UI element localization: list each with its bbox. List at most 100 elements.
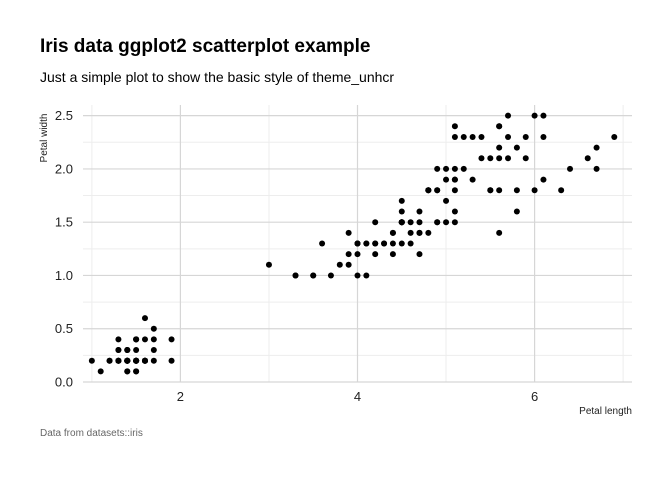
data-point xyxy=(443,219,450,226)
data-point xyxy=(389,240,396,247)
data-point xyxy=(434,165,441,172)
data-point xyxy=(425,187,432,194)
data-point xyxy=(106,357,113,364)
chart-title: Iris data ggplot2 scatterplot example xyxy=(40,36,371,57)
data-point xyxy=(310,272,317,279)
data-point xyxy=(133,368,140,375)
data-point xyxy=(416,208,423,215)
data-point xyxy=(372,219,379,226)
data-point xyxy=(540,112,547,119)
data-point xyxy=(584,155,591,162)
y-tick-label: 0.0 xyxy=(55,375,73,390)
data-point xyxy=(460,133,467,140)
data-point xyxy=(372,240,379,247)
data-point xyxy=(115,347,122,354)
data-point xyxy=(451,176,458,183)
data-point xyxy=(168,357,175,364)
data-point xyxy=(496,155,503,162)
data-point xyxy=(531,187,538,194)
data-point xyxy=(345,251,352,258)
data-point xyxy=(522,155,529,162)
data-point xyxy=(540,133,547,140)
data-point xyxy=(133,357,140,364)
data-point xyxy=(496,123,503,130)
data-point xyxy=(505,112,512,119)
data-point xyxy=(496,144,503,151)
data-point xyxy=(133,336,140,343)
data-point xyxy=(141,315,148,322)
data-point xyxy=(593,144,600,151)
data-point xyxy=(478,133,485,140)
data-point xyxy=(389,229,396,236)
data-point xyxy=(327,272,334,279)
data-point xyxy=(513,144,520,151)
data-point xyxy=(381,240,388,247)
y-tick-label: 1.5 xyxy=(55,215,73,230)
data-point xyxy=(451,133,458,140)
x-tick-label: 4 xyxy=(354,389,361,404)
data-point xyxy=(416,229,423,236)
data-point xyxy=(513,187,520,194)
data-point xyxy=(593,165,600,172)
data-point xyxy=(265,261,272,268)
y-tick-label: 0.5 xyxy=(55,321,73,336)
data-point xyxy=(460,165,467,172)
data-point xyxy=(150,325,157,332)
data-point xyxy=(487,155,494,162)
data-point xyxy=(416,219,423,226)
x-tick-label: 6 xyxy=(531,389,538,404)
data-point xyxy=(354,240,361,247)
data-point xyxy=(478,155,485,162)
data-point xyxy=(115,357,122,364)
data-point xyxy=(345,261,352,268)
data-point xyxy=(389,251,396,258)
data-point xyxy=(611,133,618,140)
y-axis-title: Petal width xyxy=(39,114,50,163)
data-point xyxy=(451,165,458,172)
data-point xyxy=(443,197,450,204)
data-point xyxy=(496,229,503,236)
data-point xyxy=(150,357,157,364)
data-point xyxy=(407,229,414,236)
data-point xyxy=(372,251,379,258)
data-point xyxy=(540,176,547,183)
data-point xyxy=(398,197,405,204)
data-point xyxy=(522,133,529,140)
data-point xyxy=(425,229,432,236)
data-point xyxy=(398,219,405,226)
data-point xyxy=(558,187,565,194)
data-point xyxy=(443,165,450,172)
data-point xyxy=(88,357,95,364)
data-point xyxy=(292,272,299,279)
data-point xyxy=(443,176,450,183)
chart-subtitle: Just a simple plot to show the basic sty… xyxy=(40,69,395,85)
data-point xyxy=(451,219,458,226)
data-point xyxy=(407,219,414,226)
data-point xyxy=(451,187,458,194)
data-point xyxy=(451,208,458,215)
chart-caption: Data from datasets::iris xyxy=(40,428,143,439)
y-tick-label: 2.0 xyxy=(55,161,73,176)
data-point xyxy=(141,336,148,343)
data-point xyxy=(354,251,361,258)
y-axis-ticks: 0.0 0.5 1.0 1.5 2.0 2.5 xyxy=(55,108,73,389)
data-point xyxy=(487,187,494,194)
x-axis-title: Petal length xyxy=(579,406,632,417)
data-point xyxy=(567,165,574,172)
data-point xyxy=(354,272,361,279)
data-point xyxy=(363,272,370,279)
data-point xyxy=(150,347,157,354)
data-point xyxy=(115,336,122,343)
data-point xyxy=(363,240,370,247)
y-tick-label: 1.0 xyxy=(55,268,73,283)
data-point xyxy=(319,240,326,247)
x-axis-ticks: 2 4 6 xyxy=(177,389,538,404)
data-point xyxy=(124,368,131,375)
data-point xyxy=(168,336,175,343)
data-point xyxy=(345,229,352,236)
data-point xyxy=(336,261,343,268)
data-point xyxy=(469,133,476,140)
data-point xyxy=(513,208,520,215)
data-point xyxy=(434,187,441,194)
